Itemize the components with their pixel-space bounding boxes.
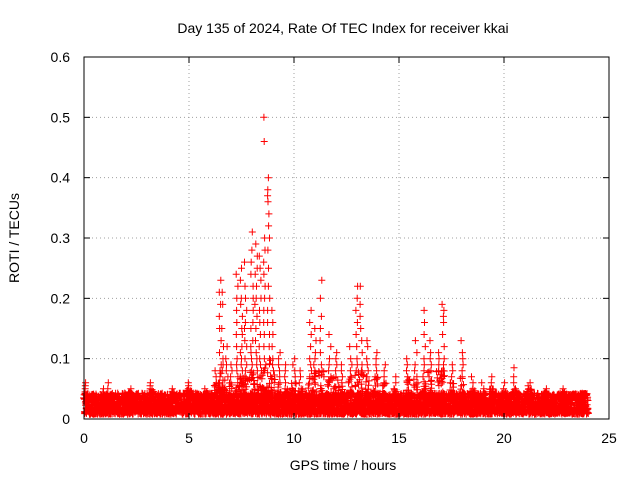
y-tick-label: 0.2 [51,290,71,306]
x-tick-label: 15 [391,430,407,446]
data-points [80,113,592,418]
x-tick-label: 25 [601,430,617,446]
y-tick-label: 0.4 [51,170,71,186]
y-tick-label: 0.6 [51,49,71,65]
y-tick-label: 0.3 [51,230,71,246]
y-tick-label: 0.1 [51,351,71,367]
chart-title: Day 135 of 2024, Rate Of TEC Index for r… [177,20,508,36]
plot-frame [83,56,610,420]
x-tick-label: 20 [496,430,512,446]
y-tick-label: 0 [62,411,70,427]
x-tick-label: 10 [286,430,302,446]
grid [84,57,609,419]
x-tick-label: 0 [80,430,88,446]
roti-points [80,113,592,418]
axis-ticks: 0 5 10 15 20 25 0 0.1 0.2 0.3 0.4 0.5 0.6 [51,49,617,446]
y-tick-label: 0.5 [51,109,71,125]
y-axis-label: ROTI / TECUs [6,193,22,283]
x-tick-label: 5 [185,430,193,446]
x-axis-label: GPS time / hours [290,457,397,473]
